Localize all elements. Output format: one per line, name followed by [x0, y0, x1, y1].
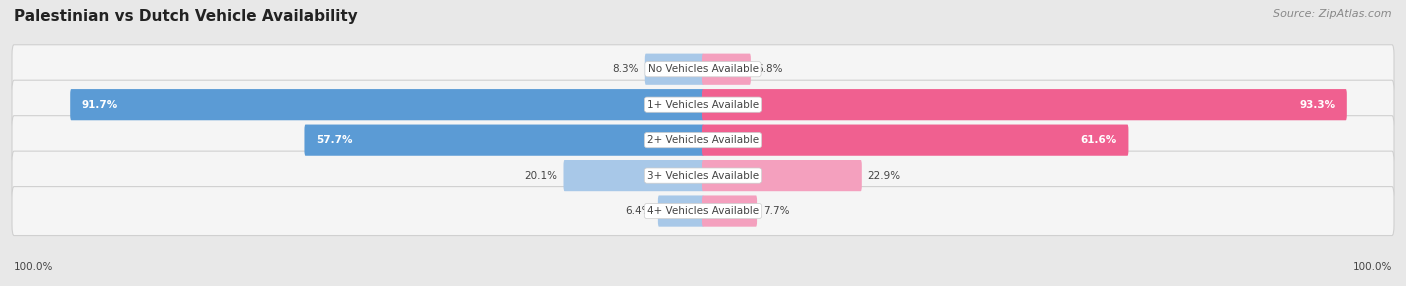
Text: 100.0%: 100.0% — [1353, 262, 1392, 272]
Text: 61.6%: 61.6% — [1081, 135, 1116, 145]
Text: 8.3%: 8.3% — [613, 64, 638, 74]
FancyBboxPatch shape — [702, 89, 1347, 120]
Text: Source: ZipAtlas.com: Source: ZipAtlas.com — [1274, 9, 1392, 19]
FancyBboxPatch shape — [13, 80, 1393, 129]
Text: 91.7%: 91.7% — [82, 100, 118, 110]
Text: 93.3%: 93.3% — [1299, 100, 1336, 110]
FancyBboxPatch shape — [702, 53, 751, 85]
FancyBboxPatch shape — [13, 186, 1393, 236]
FancyBboxPatch shape — [658, 195, 704, 227]
FancyBboxPatch shape — [564, 160, 704, 191]
FancyBboxPatch shape — [305, 124, 704, 156]
Text: 100.0%: 100.0% — [14, 262, 53, 272]
Text: 6.8%: 6.8% — [756, 64, 783, 74]
Text: 2+ Vehicles Available: 2+ Vehicles Available — [647, 135, 759, 145]
Text: Palestinian vs Dutch Vehicle Availability: Palestinian vs Dutch Vehicle Availabilit… — [14, 9, 357, 23]
FancyBboxPatch shape — [70, 89, 704, 120]
Text: 6.4%: 6.4% — [626, 206, 652, 216]
FancyBboxPatch shape — [702, 195, 756, 227]
Text: 7.7%: 7.7% — [763, 206, 789, 216]
Text: 3+ Vehicles Available: 3+ Vehicles Available — [647, 171, 759, 180]
Text: 1+ Vehicles Available: 1+ Vehicles Available — [647, 100, 759, 110]
Text: 20.1%: 20.1% — [524, 171, 558, 180]
FancyBboxPatch shape — [645, 53, 704, 85]
FancyBboxPatch shape — [702, 160, 862, 191]
Text: 57.7%: 57.7% — [316, 135, 353, 145]
Text: No Vehicles Available: No Vehicles Available — [648, 64, 758, 74]
Text: 4+ Vehicles Available: 4+ Vehicles Available — [647, 206, 759, 216]
FancyBboxPatch shape — [13, 151, 1393, 200]
FancyBboxPatch shape — [13, 116, 1393, 165]
FancyBboxPatch shape — [13, 45, 1393, 94]
Text: 22.9%: 22.9% — [868, 171, 901, 180]
FancyBboxPatch shape — [702, 124, 1129, 156]
